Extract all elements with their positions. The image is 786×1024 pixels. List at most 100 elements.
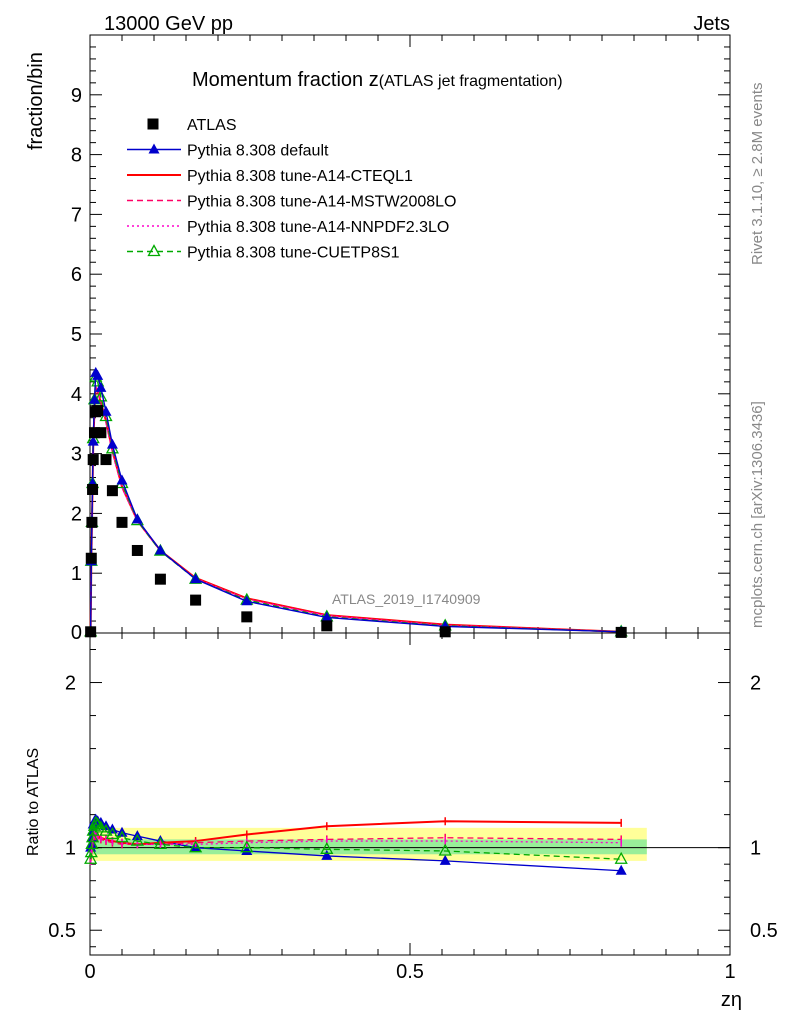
data-point <box>615 626 627 638</box>
data-point <box>190 573 202 584</box>
data-point <box>87 435 99 446</box>
ratio-point <box>189 840 203 853</box>
data-point <box>439 626 451 638</box>
ratio-point <box>85 830 100 843</box>
main-panel-frame <box>89 34 731 634</box>
y-tick-label: 6 <box>71 264 82 286</box>
data-point <box>241 595 253 606</box>
data-point <box>100 405 112 416</box>
y-tick-label: 4 <box>71 384 82 406</box>
category-label: Jets <box>693 13 730 35</box>
ratio-point <box>438 843 452 856</box>
ratio-point <box>89 815 103 828</box>
ratio-tick-label-right: 1 <box>750 838 761 860</box>
legend-item-0: ATLAS <box>147 117 237 134</box>
data-point <box>154 573 166 585</box>
ratio-tick-label: 1 <box>65 838 76 860</box>
legend: ATLAS Pythia 8.308 default Pythia 8.308 tu… <box>127 117 456 262</box>
data-point <box>92 369 104 380</box>
ratio-series <box>84 813 628 875</box>
legend-marker <box>147 244 161 257</box>
rivet-label: Rivet 3.1.10, ≥ 2.8M events <box>749 83 766 266</box>
ratio-pythia-8-308-tune-cuetp8s1 <box>84 815 628 864</box>
legend-label: Pythia 8.308 tune-A14-MSTW2008LO <box>187 194 456 211</box>
data-point <box>95 381 107 392</box>
ratio-uncertainty-band <box>90 827 730 861</box>
legend-item-2: Pythia 8.308 tune-A14-CTEQL1 <box>127 168 413 185</box>
ratio-point <box>130 833 144 846</box>
ratio-point <box>84 845 98 858</box>
x-tick-label: 0.5 <box>396 961 424 983</box>
data-point <box>131 544 143 556</box>
ratio-point <box>614 851 628 864</box>
data-point <box>116 474 128 485</box>
analysis-watermark: ATLAS_2019_I1740909 <box>332 591 481 607</box>
y-tick-label: 7 <box>71 204 82 226</box>
ratio-axis-label: Ratio to ATLAS <box>25 748 42 856</box>
x-axis-label: zη <box>721 989 742 1011</box>
mcplots-label: mcplots.cern.ch [arXiv:1306.3436] <box>749 401 766 628</box>
axis-ticks <box>89 35 731 955</box>
ratio-point <box>84 851 98 864</box>
legend-label: Pythia 8.308 tune-A14-NNPDF2.3LO <box>187 219 449 236</box>
main-series <box>84 366 628 638</box>
data-point <box>241 611 253 623</box>
legend-label: ATLAS <box>187 117 237 134</box>
legend-label: Pythia 8.308 tune-CUETP8S1 <box>187 245 400 262</box>
legend-marker <box>147 118 159 130</box>
data-point <box>106 438 118 449</box>
data-point <box>92 405 104 417</box>
ratio-point <box>320 841 334 854</box>
legend-marker <box>148 143 160 154</box>
ratio-point <box>85 837 99 850</box>
legend-item-1: Pythia 8.308 default <box>127 143 329 160</box>
ratio-tick-label: 2 <box>65 673 76 695</box>
legend-item-4: Pythia 8.308 tune-A14-NNPDF2.3LO <box>127 219 449 236</box>
ratio-point <box>321 849 333 860</box>
data-point <box>87 483 99 495</box>
series-0 <box>85 405 627 638</box>
data-point <box>131 513 143 524</box>
ratio-point <box>115 830 129 843</box>
data-point <box>94 389 108 402</box>
legend-item-5: Pythia 8.308 tune-CUETP8S1 <box>127 244 400 262</box>
legend-label: Pythia 8.308 default <box>187 143 329 160</box>
y-tick-label: 9 <box>71 85 82 107</box>
legend-label: Pythia 8.308 tune-A14-CTEQL1 <box>187 168 413 185</box>
data-point <box>116 516 128 528</box>
y-tick-label: 2 <box>71 503 82 525</box>
data-point <box>95 427 107 439</box>
data-point <box>321 620 333 632</box>
x-tick-label: 1 <box>724 961 735 983</box>
y-tick-label: 8 <box>71 145 82 167</box>
ratio-point <box>105 827 119 840</box>
tick-labels: 1 2 3 4 5 6 7 8 9 0 0 0.5 1 0.5 0.5 1 1 2 2 <box>48 85 778 983</box>
data-point <box>85 552 97 564</box>
ratio-point <box>615 864 627 875</box>
ratio-point <box>241 844 253 855</box>
data-point <box>321 611 333 622</box>
data-point <box>190 594 202 606</box>
x-tick-label: 0 <box>84 961 95 983</box>
y-tick-label: 5 <box>71 324 82 346</box>
y-tick-label: 1 <box>71 563 82 585</box>
data-point <box>106 485 118 497</box>
plot-title: Momentum fraction z(ATLAS jet fragmentat… <box>192 69 563 91</box>
data-point <box>154 544 166 555</box>
ratio-tick-label-right: 2 <box>750 673 761 695</box>
legend-item-3: Pythia 8.308 tune-A14-MSTW2008LO <box>127 194 456 211</box>
ratio-tick-label: 0.5 <box>48 920 76 942</box>
data-point <box>88 427 100 439</box>
collision-label: 13000 GeV pp <box>104 13 233 35</box>
data-point <box>87 454 99 466</box>
data-point <box>100 454 112 466</box>
y-axis-label: fraction/bin <box>25 52 47 150</box>
data-point <box>86 516 98 528</box>
data-point <box>85 626 97 638</box>
ratio-panel-frame <box>89 632 731 956</box>
ratio-band-inner <box>90 839 647 855</box>
ratio-point <box>99 823 113 836</box>
ratio-point <box>240 840 254 853</box>
ratio-point <box>439 854 451 865</box>
